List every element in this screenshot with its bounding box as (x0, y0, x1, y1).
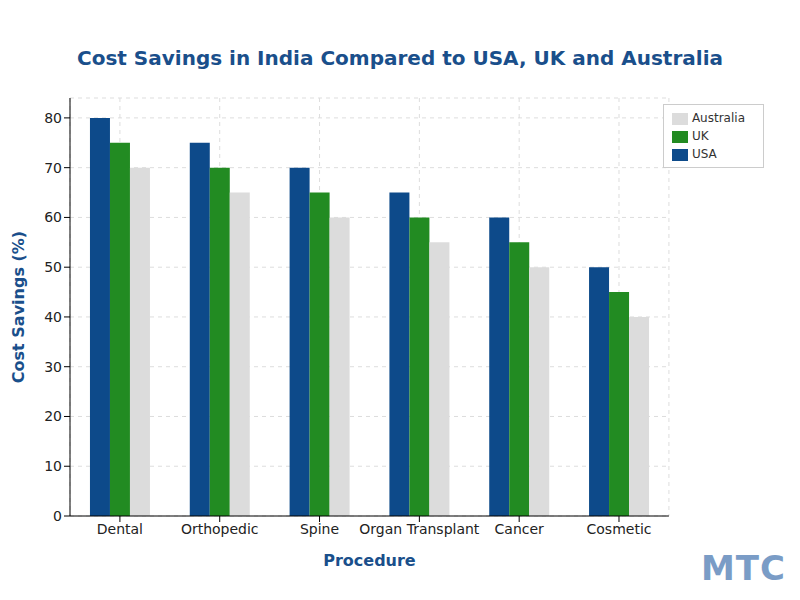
html-text:MTC: MTC (701, 548, 786, 588)
svg-text:30: 30 (44, 359, 62, 375)
html-text:UK: UK (691, 129, 709, 143)
svg-text:Orthopedic: Orthopedic (181, 521, 259, 537)
svg-text:Cancer: Cancer (495, 521, 545, 537)
svg-text:Dental: Dental (97, 521, 143, 537)
svg-text:60: 60 (44, 209, 62, 225)
html-text:Australia: Australia (691, 111, 745, 125)
svg-text:80: 80 (44, 110, 62, 126)
html-text:Cost Savings in India Compared: Cost Savings in India Compared to USA, U… (77, 46, 723, 70)
svg-text:Organ Transplant: Organ Transplant (359, 521, 480, 537)
svg-text:Procedure: Procedure (323, 551, 416, 570)
svg-text:40: 40 (44, 309, 62, 325)
svg-text:50: 50 (44, 259, 62, 275)
svg-text:Cosmetic: Cosmetic (587, 521, 652, 537)
svg-text:20: 20 (44, 408, 62, 424)
svg-text:70: 70 (44, 160, 62, 176)
svg-text:Spine: Spine (300, 521, 339, 537)
svg-text:Cost Savings (%): Cost Savings (%) (9, 231, 28, 383)
html-text:USA: USA (691, 147, 717, 161)
svg-text:0: 0 (53, 508, 62, 524)
svg-text:10: 10 (44, 458, 62, 474)
